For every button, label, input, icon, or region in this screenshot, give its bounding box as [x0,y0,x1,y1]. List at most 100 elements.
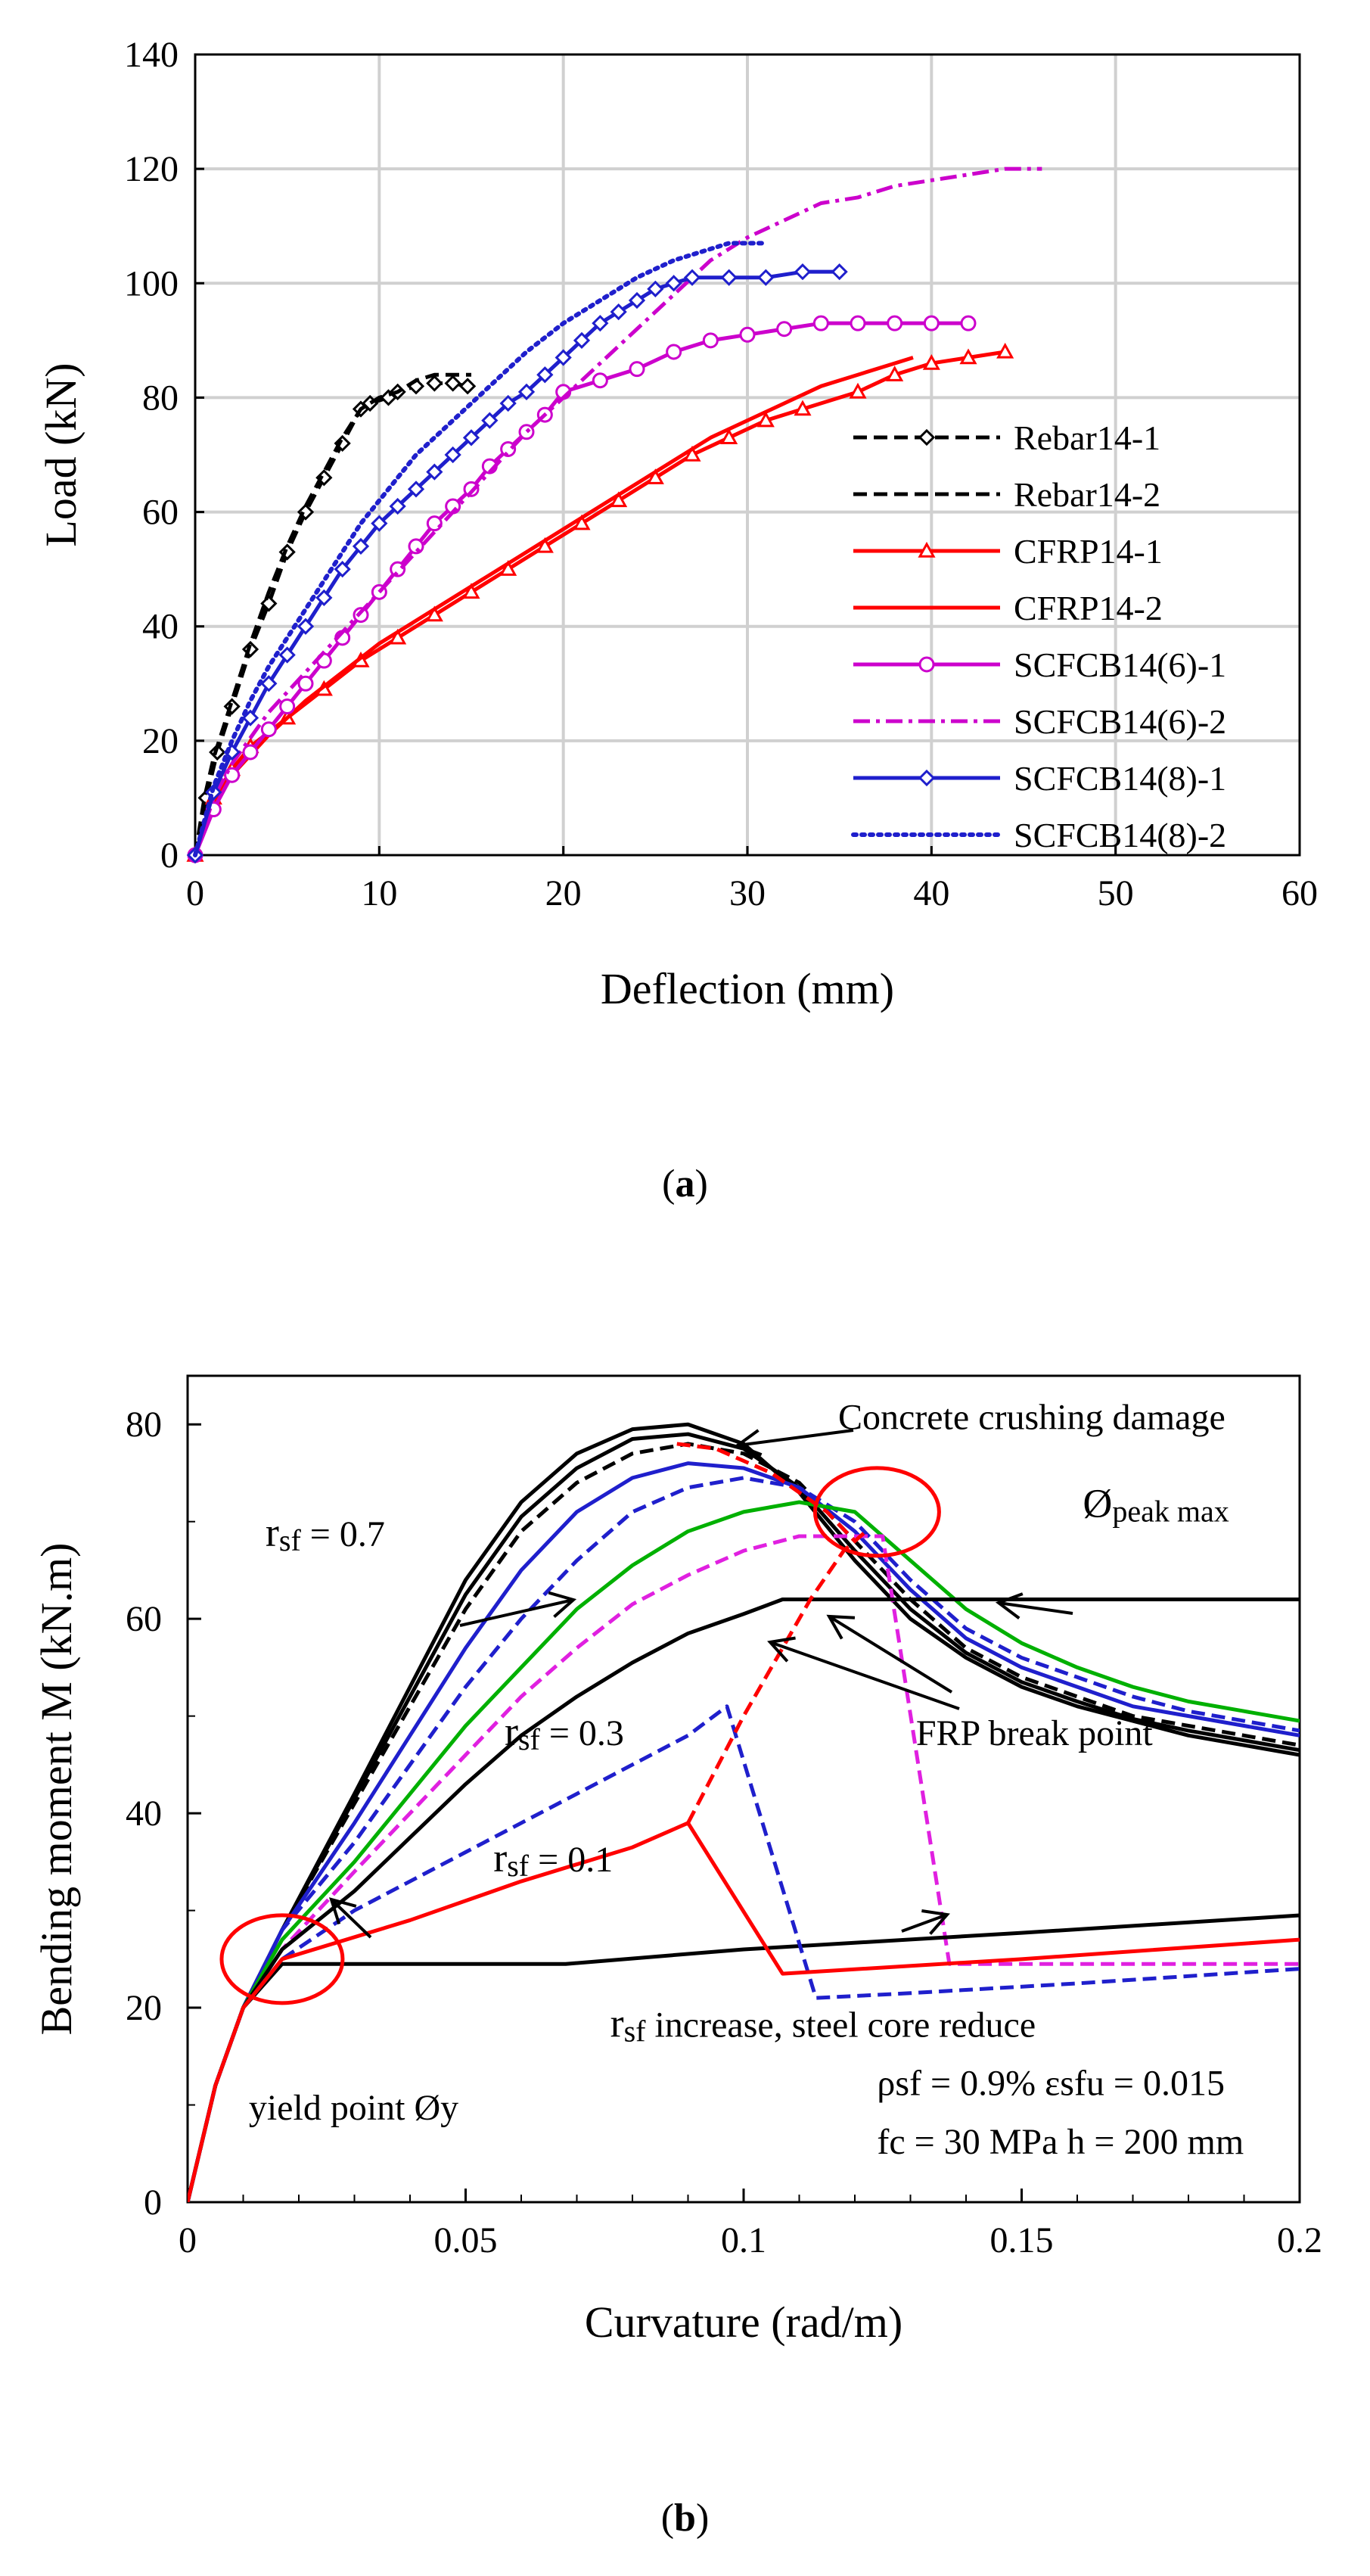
arrow-frp-break-2 [767,1636,960,1710]
annotation-3: rsf = 0.3 [505,1709,624,1756]
series-2-point-16 [720,428,738,445]
arrow-peak-max [995,1592,1073,1619]
series-6-point-11 [389,497,406,515]
annotation-3-main: r [505,1709,518,1754]
moment-curvature-chart: 0 0.05 0.1 0.15 0.2 0 20 40 60 80 Curvature (rad/m… [32,1374,1322,2347]
legend-marker-0 [918,428,936,446]
series-2-point-12 [573,514,591,530]
legend-label-4: SCFCB14(6)-1 [1014,646,1226,684]
series-3 [193,356,914,856]
series-line-4 [193,321,968,856]
x-axis-label: Deflection (mm) [601,964,894,1013]
x-tick-label-0: 0 [186,873,204,913]
y-axis-label: Load (kN) [36,362,85,546]
curve-12 [676,1442,856,1543]
series-6-point-16 [481,412,499,429]
annotation-9: fc = 30 MPa h = 200 mm [877,2122,1244,2162]
arrow-frp-break-2-shaft [769,1641,960,1710]
series-2-point-23 [996,342,1014,359]
arrow-crushing-head [734,1429,763,1457]
arrow-rsf-07-shaft [459,1598,574,1627]
legend-marker-2 [918,541,936,558]
y-tick-label-0: 0 [160,835,179,876]
annotation-4-main: r [493,1835,507,1881]
series-2-point-8 [425,605,443,622]
x-tick-label-4: 40 [913,873,949,913]
series-2-point-15 [683,445,701,462]
x-tick-label-1: 0.05 [434,2220,498,2260]
legend-marker-6 [918,769,936,787]
curve-5 [188,1500,1300,2202]
series-6-point-5 [278,646,296,664]
series-4-point-12 [408,538,424,555]
curve-11 [686,1529,868,1825]
arrow-rsf-increase-head [921,1909,950,1935]
series-2-point-7 [389,628,407,645]
curves-group [188,1422,1300,2202]
annotation-0: Concrete crushing damage [838,1398,1226,1438]
series-2-point-13 [610,491,628,508]
annotation-8: ρsf = 0.9% εsfu = 0.015 [877,2064,1225,2104]
y-tick-label-2: 40 [126,1794,162,1834]
arrow-yield-head [328,1897,357,1925]
series-4-point-18 [518,424,535,440]
y-tick-label-5: 100 [124,263,179,303]
series-4-point-27 [812,315,829,331]
series-6-point-25 [647,280,664,297]
annotation-2: rsf = 0.7 [266,1510,385,1557]
annotation-7: yield point Øy [249,2088,458,2128]
series-4-point-25 [739,326,756,343]
series-6-point-17 [499,394,517,412]
x-tick-label-0: 0 [179,2220,197,2260]
y-tick-label-0: 0 [144,2182,162,2223]
series-6-point-15 [462,429,480,446]
series-6-point-29 [757,269,775,286]
annotation-1: Øpeak max [1083,1480,1229,1528]
series-6-point-24 [628,291,646,310]
series-6-point-7 [315,589,333,607]
series-4-point-9 [353,607,369,624]
curve-3 [188,1461,1300,2202]
series-2 [186,342,1014,862]
series-4-point-5 [279,698,296,715]
annotation-6-sub: sf [624,2014,647,2049]
annotation-2-sub: sf [279,1523,302,1557]
curve-2 [188,1432,1300,2202]
series-4-point-23 [666,344,682,360]
y-tick-label-3: 60 [126,1599,162,1639]
legend-label-7: SCFCB14(8)-2 [1014,816,1226,854]
x-tick-label-1: 10 [361,873,397,913]
x-tick-label-3: 30 [729,873,766,913]
arrow-rsf-07 [459,1591,577,1627]
series-5 [193,166,1042,856]
y-tick-label-2: 40 [142,607,179,647]
y-axis-label: Bending moment M (kN.m) [32,1543,81,2036]
legend-marker-4 [918,656,935,673]
annotation-1-sub: peak max [1112,1494,1229,1528]
x-tick-label-3: 0.15 [990,2220,1054,2260]
y-tick-label-7: 140 [124,35,179,75]
series-line-7 [193,241,769,857]
series-4-point-4 [260,721,277,738]
series-2-point-10 [499,560,517,576]
y-tick-label-3: 60 [142,493,179,533]
arrow-rsf-increase-shaft [901,1913,948,1933]
series-4-point-24 [702,332,719,349]
legend-label-6: SCFCB14(8)-1 [1014,759,1226,798]
x-tick-label-5: 50 [1098,873,1134,913]
series-6-point-30 [794,263,812,281]
series-4-point-28 [850,315,866,331]
arrow-peak-max-head [995,1592,1024,1619]
series-2-point-11 [536,537,554,553]
series-2-point-19 [849,382,867,399]
series-6-point-21 [573,331,591,349]
annotation-4-sub: sf [507,1849,530,1883]
annotation-3-rest: = 0.3 [540,1713,624,1753]
series-2-point-18 [794,400,812,416]
series-4-point-31 [960,315,977,331]
series-2-point-17 [756,411,775,428]
series-4-point-29 [887,315,903,331]
annotation-2-rest: = 0.7 [301,1514,385,1554]
legend-label-3: CFRP14-2 [1014,589,1163,627]
series-4-point-26 [776,321,793,338]
